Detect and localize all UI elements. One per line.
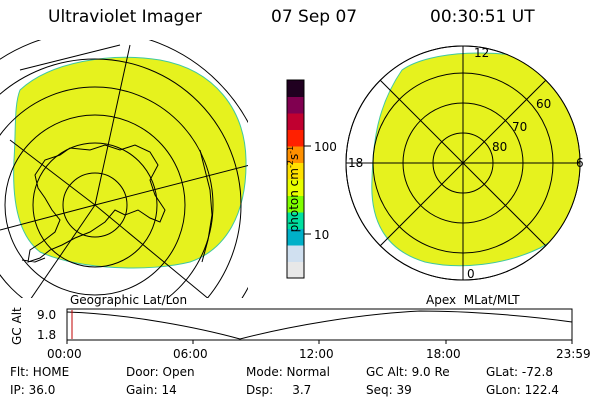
mlat-60-label: 60	[536, 97, 552, 111]
status-glon: GLon: 122.4	[486, 383, 559, 397]
status-ip: IP: 36.0	[10, 383, 56, 397]
colorbar-segment	[287, 228, 304, 246]
mlat-80-label: 80	[492, 140, 508, 154]
colorbar-ticks	[304, 145, 311, 235]
x-ticks	[66, 340, 573, 344]
x-tick-0: 00:00	[47, 347, 82, 361]
meridians	[0, 44, 248, 298]
altitude-y-bottom: 1.8	[37, 328, 57, 342]
colorbar-segment	[287, 195, 304, 213]
colorbar	[286, 79, 305, 279]
x-tick-2: 12:00	[299, 347, 334, 361]
status-mode: Mode: Normal	[246, 365, 330, 379]
unit-sup-1: -2	[286, 160, 295, 169]
colorbar-unit-label: photon cm-2s-1	[275, 145, 301, 240]
colorbar-segment	[287, 80, 304, 97]
time-label: 00:30:51 UT	[430, 7, 535, 27]
colorbar-tick-10: 10	[314, 228, 330, 242]
mlat-70-label: 70	[512, 120, 528, 134]
x-tick-1: 06:00	[173, 347, 208, 361]
magnetic-map-label: Apex MLat/MLT	[426, 293, 520, 307]
status-glat: GLat: -72.8	[486, 365, 553, 379]
colorbar-segment	[287, 179, 304, 196]
status-door: Door: Open	[126, 365, 195, 379]
date-label: 07 Sep 07	[271, 7, 358, 27]
mlt-6-label: 6	[576, 156, 584, 170]
altitude-ylabel: GC Alt	[10, 307, 24, 345]
x-tick-3: 18:00	[426, 347, 461, 361]
mlt-0-label: 0	[467, 267, 475, 281]
colorbar-segment	[287, 129, 304, 147]
unit-sup-2: -1	[286, 145, 295, 154]
coastline	[21, 144, 213, 263]
status-gain: Gain: 14	[126, 383, 177, 397]
altitude-plot	[66, 308, 573, 344]
colorbar-segment	[287, 261, 304, 279]
status-seq: Seq: 39	[366, 383, 412, 397]
colorbar-segment	[287, 162, 304, 180]
graticule-edge	[19, 44, 121, 71]
colorbar-tick-100: 100	[314, 140, 337, 154]
left-aurora-fill	[13, 56, 247, 269]
colorbar-segment	[287, 96, 304, 114]
colorbar-segment	[287, 113, 304, 130]
status-dsp: Dsp: 3.7	[246, 383, 312, 397]
altitude-curve	[66, 310, 573, 340]
status-flt: Flt: HOME	[10, 365, 70, 379]
unit-text: photon cm	[287, 168, 301, 233]
colorbar-segment	[287, 245, 304, 262]
instrument-title: Ultraviolet Imager	[48, 7, 202, 27]
lat-circles	[0, 40, 248, 298]
magnetic-map	[345, 45, 581, 281]
unit-mid: s	[287, 153, 301, 161]
mlt-18-label: 18	[348, 156, 364, 170]
geographic-map	[0, 40, 248, 298]
colorbar-segment	[287, 212, 304, 229]
mlt-lines	[346, 46, 580, 280]
altitude-y-top: 9.0	[37, 308, 57, 322]
geographic-map-label: Geographic Lat/Lon	[70, 293, 188, 307]
mlt-12-label: 12	[474, 46, 490, 60]
altitude-frame	[66, 308, 573, 341]
x-tick-4: 23:59	[556, 347, 591, 361]
status-gcalt: GC Alt: 9.0 Re	[366, 365, 450, 379]
colorbar-frame	[286, 79, 305, 279]
colorbar-segment	[287, 146, 304, 163]
